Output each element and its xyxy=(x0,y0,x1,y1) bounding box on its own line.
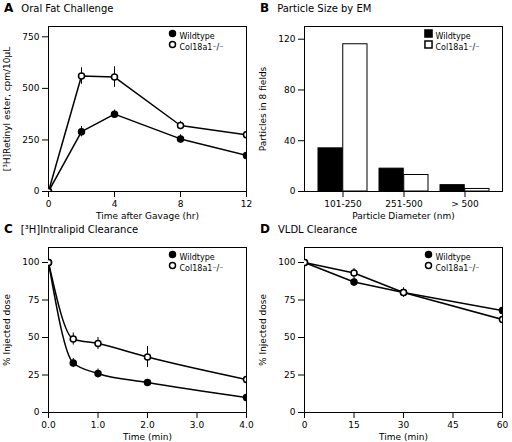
svg-text:0: 0 xyxy=(34,407,40,417)
svg-text:50: 50 xyxy=(284,332,296,342)
svg-text:75: 75 xyxy=(284,295,295,305)
svg-text:Col18a1⁻/⁻: Col18a1⁻/⁻ xyxy=(436,43,480,52)
svg-text:2.0: 2.0 xyxy=(140,420,155,430)
svg-text:Particles in 8 fields: Particles in 8 fields xyxy=(258,66,268,151)
html-text:B: B xyxy=(260,1,270,15)
svg-text:> 500: > 500 xyxy=(451,199,479,209)
svg-text:Wildtype: Wildtype xyxy=(180,32,215,41)
html-text:[³H]Intralipid Clearance: [³H]Intralipid Clearance xyxy=(20,224,139,235)
svg-text:Col18a1⁻/⁻: Col18a1⁻/⁻ xyxy=(180,264,224,273)
html-text:VLDL Clearance: VLDL Clearance xyxy=(278,224,358,235)
svg-text:500: 500 xyxy=(22,83,39,93)
svg-text:0: 0 xyxy=(34,186,40,196)
svg-text:60: 60 xyxy=(497,420,509,430)
svg-text:4: 4 xyxy=(112,199,118,209)
svg-text:100: 100 xyxy=(278,257,295,267)
svg-text:0: 0 xyxy=(290,186,296,196)
svg-text:Wildtype: Wildtype xyxy=(436,32,471,41)
svg-text:101-250: 101-250 xyxy=(324,199,362,209)
svg-text:25: 25 xyxy=(28,370,39,380)
svg-text:12: 12 xyxy=(241,199,252,209)
svg-text:Particle Diameter (nm): Particle Diameter (nm) xyxy=(352,211,455,221)
svg-text:0: 0 xyxy=(290,407,296,417)
svg-text:250: 250 xyxy=(22,135,39,145)
svg-text:75: 75 xyxy=(28,295,39,305)
html-text:A: A xyxy=(4,1,14,15)
html-text:C: C xyxy=(4,222,13,236)
svg-text:% Injected dose: % Injected dose xyxy=(2,294,12,366)
svg-text:750: 750 xyxy=(22,32,39,42)
html-text:Particle Size by EM: Particle Size by EM xyxy=(277,3,372,14)
svg-text:8: 8 xyxy=(178,199,184,209)
svg-text:45: 45 xyxy=(447,420,458,430)
html-text:D: D xyxy=(260,222,270,236)
svg-text:15: 15 xyxy=(348,420,359,430)
svg-text:40: 40 xyxy=(284,136,296,146)
svg-text:1.0: 1.0 xyxy=(91,420,106,430)
svg-text:Time (min): Time (min) xyxy=(378,432,428,442)
svg-text:0.0: 0.0 xyxy=(41,420,56,430)
svg-text:Time (min): Time (min) xyxy=(122,432,172,442)
svg-text:80: 80 xyxy=(284,85,296,95)
svg-text:25: 25 xyxy=(284,370,295,380)
svg-text:3.0: 3.0 xyxy=(190,420,205,430)
svg-text:251-500: 251-500 xyxy=(385,199,423,209)
svg-text:120: 120 xyxy=(278,34,295,44)
svg-text:Wildtype: Wildtype xyxy=(436,253,471,262)
svg-text:[³H]Retinyl ester, cpm/10µL: [³H]Retinyl ester, cpm/10µL xyxy=(2,47,12,172)
svg-text:30: 30 xyxy=(398,420,410,430)
svg-text:100: 100 xyxy=(22,257,39,267)
svg-text:Col18a1⁻/⁻: Col18a1⁻/⁻ xyxy=(436,264,480,273)
svg-text:Wildtype: Wildtype xyxy=(180,253,215,262)
svg-text:Col18a1⁻/⁻: Col18a1⁻/⁻ xyxy=(180,43,224,52)
svg-text:Time after Gavage (hr): Time after Gavage (hr) xyxy=(95,211,199,221)
html-text:Oral Fat Challenge: Oral Fat Challenge xyxy=(21,3,114,14)
svg-text:% Injected dose: % Injected dose xyxy=(258,294,268,366)
svg-text:0: 0 xyxy=(302,420,308,430)
svg-text:4.0: 4.0 xyxy=(239,420,254,430)
svg-text:0: 0 xyxy=(46,199,52,209)
svg-text:50: 50 xyxy=(28,332,40,342)
